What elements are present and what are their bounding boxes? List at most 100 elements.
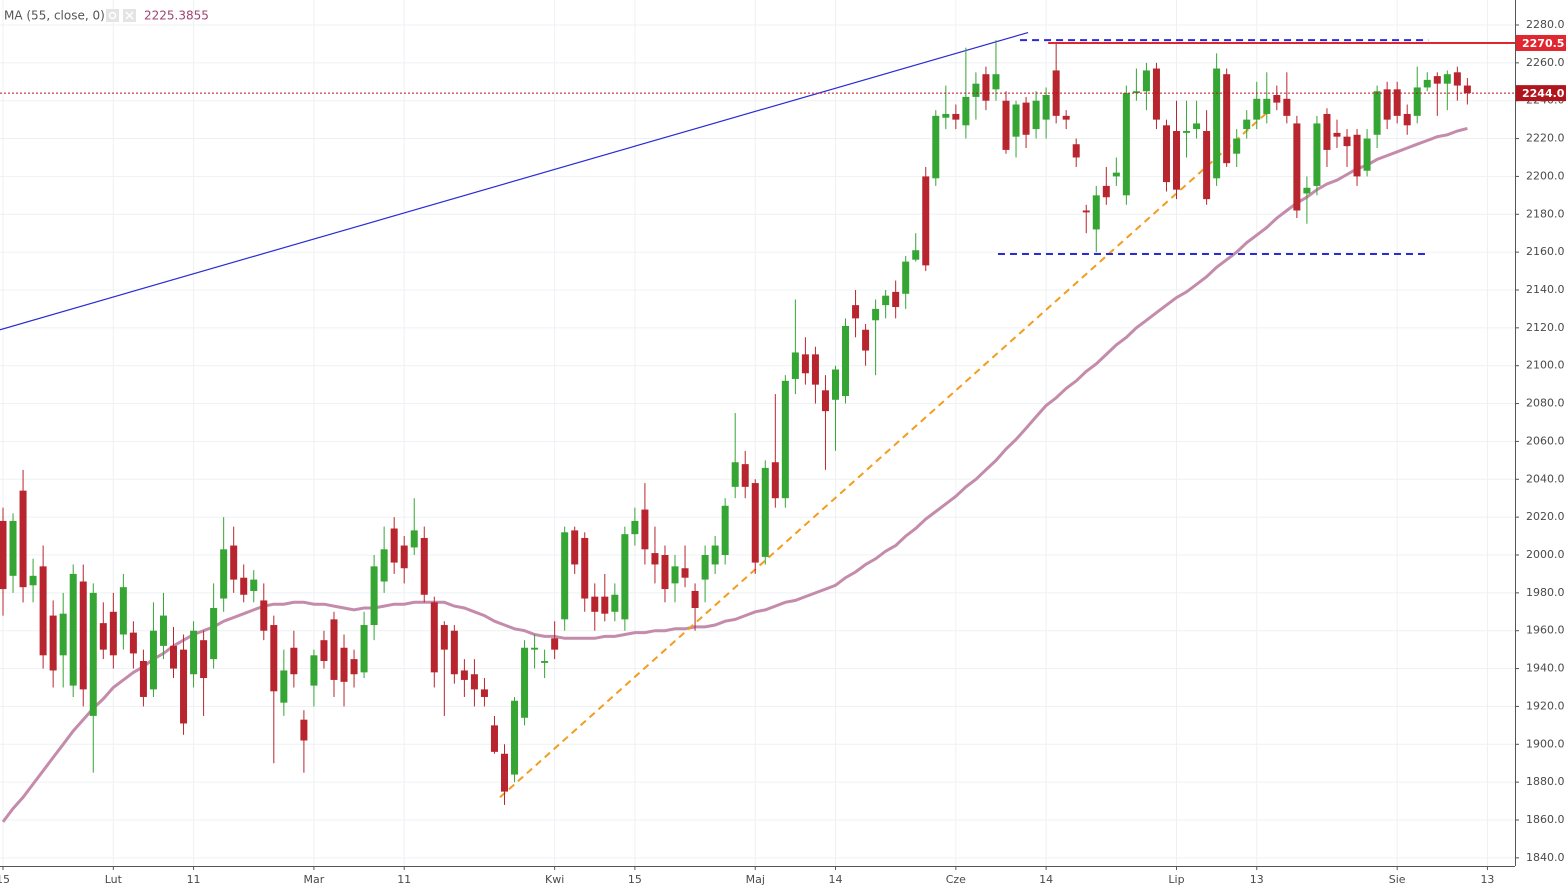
candle-body [1363,138,1371,171]
candle-body [1203,130,1211,200]
candle-body [521,647,529,718]
candle-body [791,352,799,379]
candle-body [1373,91,1381,135]
y-tick-label: 2120.0 [1526,321,1565,334]
candle-body [1132,91,1140,94]
x-tick-label: 11 [397,873,411,886]
candle-body [9,520,17,576]
candle-body [1002,100,1010,150]
candle-body [230,545,238,580]
candle-body [1223,74,1231,164]
price-label: 2270.5 [1522,37,1564,50]
candle-body [691,590,699,608]
candle-body [1403,113,1411,126]
candle-body [1263,98,1271,114]
trend-line [499,109,1271,799]
candle-body [741,464,749,487]
candle-body [59,613,67,656]
candle-body [220,549,228,599]
candle-body [260,600,268,631]
candle-body [501,753,508,792]
candle-body [982,74,990,101]
candle-body [1022,102,1030,135]
candle-body [852,305,860,319]
candle-body [420,537,428,595]
candle-body [872,308,880,321]
candle-body [159,615,167,646]
candle-body [1283,98,1291,116]
x-tick-label: Cze [946,873,966,886]
candle-body [410,530,418,548]
candle-body [1323,113,1331,150]
candle-body [430,602,438,673]
candle-body [882,295,890,306]
candle-body [1353,134,1361,177]
candle-body [1092,195,1100,230]
candle-body [200,640,208,679]
y-tick-label: 2200.0 [1526,169,1565,182]
y-tick-label: 2220.0 [1526,132,1565,145]
candle-body [29,575,37,586]
x-tick-label: 14 [828,873,842,886]
candle-body [1313,123,1321,186]
y-tick-label: 1860.0 [1526,813,1565,826]
candle-body [1423,79,1431,88]
candle-body [561,532,569,620]
candle-body [19,490,27,588]
candle-body [1032,100,1040,130]
candle-body [320,640,328,661]
candle-body [912,250,920,260]
candle-body [531,647,539,650]
candle-body [450,630,458,675]
y-tick-label: 2080.0 [1526,397,1565,410]
candle-body [1393,89,1401,116]
candle-body [671,566,679,584]
settings-icon[interactable] [106,9,119,22]
candle-body [300,719,308,741]
candle-body [390,528,398,563]
candle-body [1293,123,1301,211]
candle-body [1273,95,1281,103]
candle-body [480,689,488,697]
candle-body [611,594,619,612]
candle-body [440,625,448,650]
candle-body [771,462,779,499]
candle-body [731,462,739,487]
candle-body [290,647,298,675]
legend: MA (55, close, 0) 2225.3855 [4,9,209,23]
y-tick-label: 2100.0 [1526,359,1565,372]
candle-body [490,725,498,752]
candle-body [340,647,348,682]
candle-body [1042,95,1050,120]
x-tick-label: 15 [628,873,642,886]
candle-body [651,553,659,565]
candle-body [270,625,278,692]
candle-body [511,700,519,775]
y-tick-label: 1900.0 [1526,737,1565,750]
candle-body [1183,130,1191,133]
candle-body [781,380,789,499]
candle-body [69,573,77,686]
candle-body [842,325,850,396]
candle-body [89,592,97,716]
candle-body [139,660,147,697]
candle-body [621,534,629,620]
candle-body [922,176,930,266]
y-tick-label: 2040.0 [1526,472,1565,485]
candle-body [330,619,338,680]
candle-body [1233,138,1241,154]
legend-value: 2225.3855 [144,9,209,23]
y-tick-label: 1840.0 [1526,851,1565,864]
candle-body [831,369,839,400]
y-tick-label: 1940.0 [1526,662,1565,675]
candle-body [711,545,719,565]
candle-body [811,354,819,385]
candle-body [119,587,127,635]
y-tick-label: 1960.0 [1526,624,1565,637]
settings-icon-gear [108,11,117,20]
candle-body [1112,172,1120,177]
candle-body [892,291,900,308]
candle-body [310,655,318,686]
candle-body [109,611,117,656]
candle-body [1193,123,1201,130]
